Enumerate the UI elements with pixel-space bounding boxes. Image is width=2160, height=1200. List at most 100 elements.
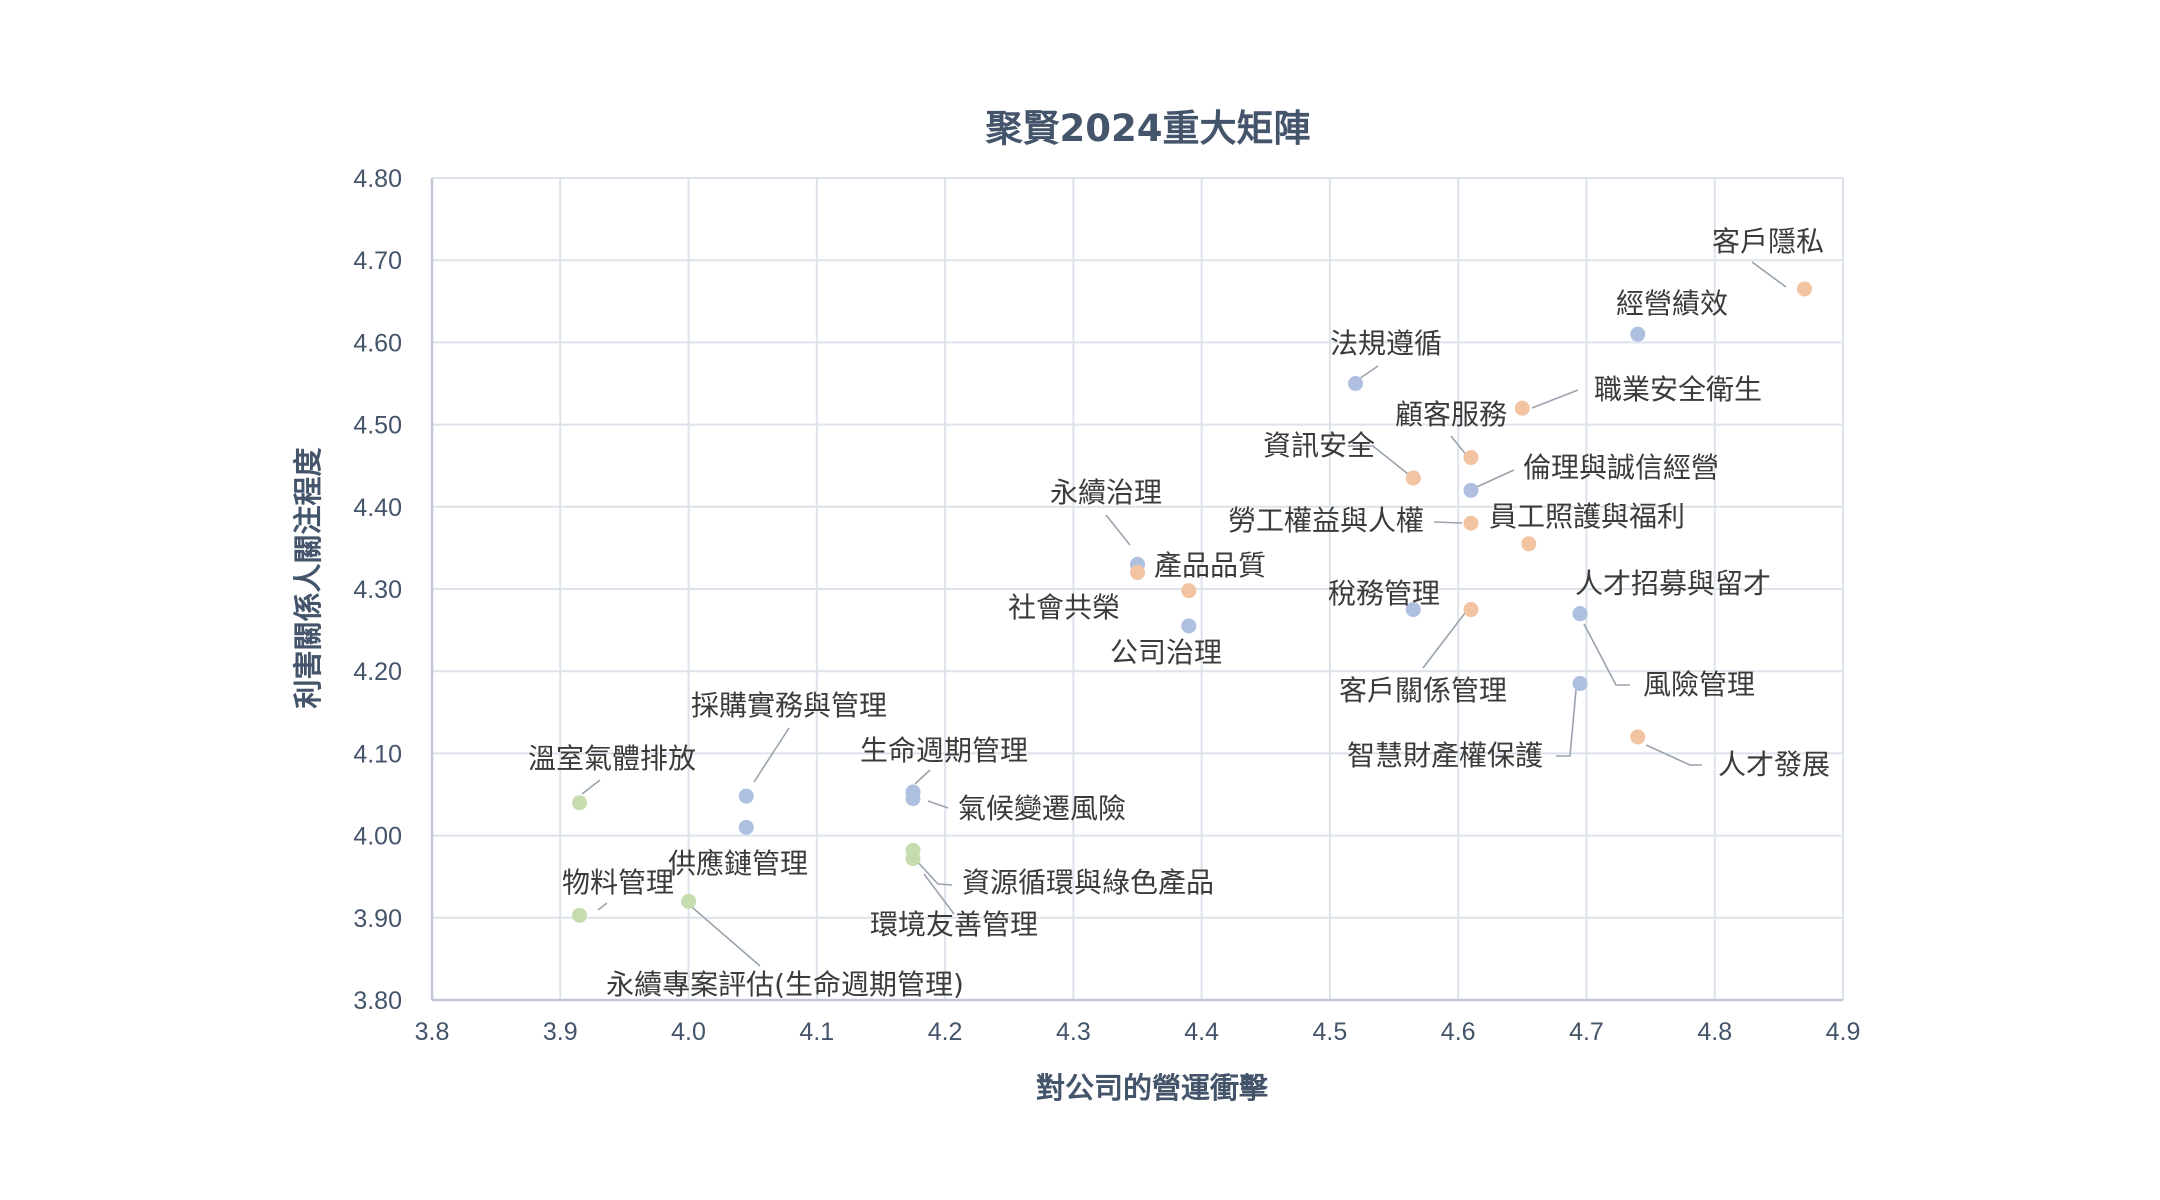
point-label: 職業安全衛生 [1594, 373, 1762, 406]
x-tick-label: 4.0 [671, 1018, 706, 1046]
y-tick-label: 4.20 [353, 658, 402, 686]
x-axis-ticks: 3.8 3.9 4.0 4.1 4.2 4.3 4.4 4.5 4.6 4.7 4.8 4.9 [415, 1018, 1861, 1046]
leader-line [685, 901, 761, 967]
point-label: 客戶隱私 [1712, 225, 1824, 258]
leader-line [1422, 612, 1466, 669]
y-tick-label: 4.60 [353, 329, 402, 357]
x-tick-label: 4.1 [799, 1018, 834, 1046]
point-label: 人才發展 [1718, 748, 1830, 781]
data-point [1797, 281, 1813, 297]
point-labels: 客戶隱私經營績效法規遵循職業安全衛生顧客服務資訊安全倫理與誠信經營勞工權益與人權… [528, 225, 1830, 1001]
x-tick-label: 4.4 [1184, 1018, 1219, 1046]
leader-line [581, 779, 601, 795]
data-point [1405, 470, 1421, 486]
leader-line [913, 857, 953, 886]
point-label: 環境友善管理 [870, 908, 1038, 941]
leader-line [1583, 623, 1630, 686]
data-point [1572, 676, 1588, 692]
leader-line [914, 769, 931, 785]
data-point [1463, 449, 1479, 465]
point-label: 氣候變遷風險 [958, 792, 1126, 825]
point-label: 永續專案評估(生命週期管理) [606, 968, 964, 1001]
leader-line [1433, 521, 1463, 524]
leader-line [1645, 744, 1702, 766]
leader-line [923, 873, 955, 915]
data-point [905, 791, 921, 807]
y-axis-ticks: 3.80 3.90 4.00 4.10 4.20 4.30 4.40 4.50 4.60 4.70… [353, 165, 402, 1015]
data-point [1463, 602, 1479, 618]
data-point [1181, 583, 1197, 599]
x-tick-label: 3.8 [415, 1018, 450, 1046]
x-tick-label: 4.6 [1441, 1018, 1476, 1046]
point-label: 倫理與誠信經營 [1523, 451, 1719, 484]
point-label: 法規遵循 [1330, 327, 1442, 360]
y-tick-label: 4.10 [353, 740, 402, 768]
y-tick-label: 4.80 [353, 165, 402, 193]
point-label: 經營績效 [1616, 287, 1728, 320]
point-label: 顧客服務 [1395, 398, 1507, 431]
point-label: 智慧財產權保護 [1347, 739, 1543, 772]
point-label: 採購實務與管理 [691, 689, 887, 722]
axes [430, 178, 1843, 1002]
leader-line [1450, 435, 1468, 457]
y-tick-label: 3.80 [353, 987, 402, 1015]
x-tick-label: 4.5 [1313, 1018, 1348, 1046]
point-label: 勞工權益與人權 [1228, 504, 1424, 537]
x-axis-title: 對公司的營運衝擊 [1036, 1071, 1269, 1105]
y-tick-label: 4.30 [353, 576, 402, 604]
leader-line [597, 902, 608, 911]
data-point [1405, 602, 1421, 618]
point-label: 資訊安全 [1263, 429, 1375, 462]
data-point [1630, 326, 1646, 342]
x-tick-label: 4.9 [1826, 1018, 1861, 1046]
point-label: 永續治理 [1050, 476, 1162, 509]
data-point [738, 819, 754, 835]
leader-line [1751, 261, 1787, 288]
leader-line [1105, 514, 1131, 546]
y-tick-label: 4.50 [353, 412, 402, 440]
y-tick-label: 3.90 [353, 905, 402, 933]
leader-line [753, 727, 790, 783]
leader-line [1556, 689, 1577, 757]
point-label: 稅務管理 [1328, 577, 1440, 610]
y-tick-label: 4.00 [353, 823, 402, 851]
data-point [1181, 618, 1197, 634]
data-point [905, 851, 921, 867]
grid-lines [432, 177, 1844, 1000]
point-label: 公司治理 [1110, 636, 1222, 669]
data-point [681, 893, 697, 909]
y-tick-label: 4.40 [353, 494, 402, 522]
data-point [1348, 376, 1364, 391]
x-tick-label: 3.9 [543, 1018, 578, 1046]
leader-line [1531, 389, 1579, 409]
data-point [1514, 400, 1530, 416]
data-point [1463, 515, 1479, 531]
x-tick-label: 4.8 [1697, 1018, 1732, 1046]
data-point [572, 907, 588, 923]
point-label: 社會共榮 [1008, 591, 1120, 624]
data-point [1572, 606, 1588, 622]
point-label: 風險管理 [1643, 668, 1755, 701]
data-point [1521, 536, 1537, 552]
leader-line [1348, 445, 1409, 475]
data-point [738, 788, 754, 804]
x-tick-label: 4.3 [1056, 1018, 1091, 1046]
point-label: 員工照護與福利 [1489, 500, 1685, 533]
point-label: 人才招募與留才 [1575, 567, 1771, 600]
data-point [1463, 482, 1479, 498]
y-tick-label: 4.70 [353, 247, 402, 275]
x-tick-label: 4.7 [1569, 1018, 1604, 1046]
point-label: 資源循環與綠色產品 [962, 866, 1214, 899]
point-label: 產品品質 [1154, 549, 1266, 582]
data-points [572, 281, 1813, 923]
point-label: 生命週期管理 [860, 734, 1028, 767]
chart-title: 聚賢2024重大矩陣 [985, 107, 1311, 150]
y-axis-title: 利害關係人關注程度 [291, 447, 325, 708]
data-point [572, 795, 588, 811]
point-label: 客戶關係管理 [1339, 674, 1507, 707]
x-tick-label: 4.2 [928, 1018, 963, 1046]
point-label: 物料管理 [562, 866, 674, 899]
leader-line [927, 800, 949, 809]
data-point [1630, 729, 1646, 745]
